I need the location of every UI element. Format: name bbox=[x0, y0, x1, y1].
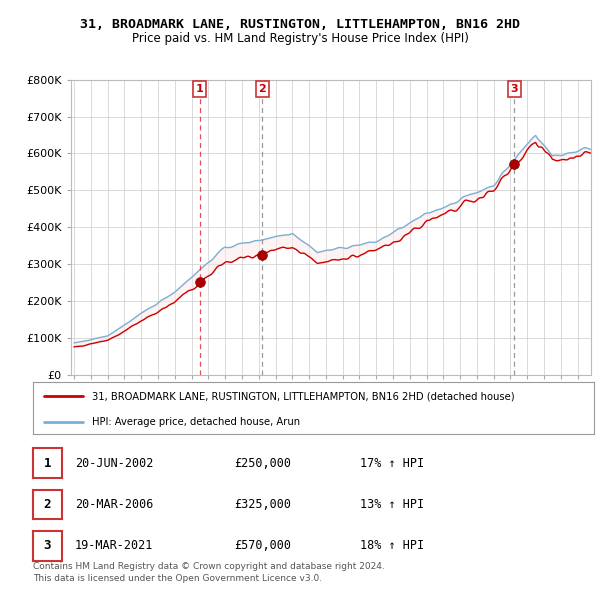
Text: 19-MAR-2021: 19-MAR-2021 bbox=[75, 539, 154, 552]
Text: £325,000: £325,000 bbox=[234, 498, 291, 511]
Text: 3: 3 bbox=[511, 84, 518, 94]
Text: £570,000: £570,000 bbox=[234, 539, 291, 552]
Text: HPI: Average price, detached house, Arun: HPI: Average price, detached house, Arun bbox=[92, 417, 300, 427]
Text: This data is licensed under the Open Government Licence v3.0.: This data is licensed under the Open Gov… bbox=[33, 573, 322, 583]
Text: Price paid vs. HM Land Registry's House Price Index (HPI): Price paid vs. HM Land Registry's House … bbox=[131, 32, 469, 45]
Text: 1: 1 bbox=[196, 84, 203, 94]
Text: 20-MAR-2006: 20-MAR-2006 bbox=[75, 498, 154, 511]
Text: 13% ↑ HPI: 13% ↑ HPI bbox=[360, 498, 424, 511]
Text: 2: 2 bbox=[44, 498, 51, 511]
Text: 1: 1 bbox=[44, 457, 51, 470]
Text: Contains HM Land Registry data © Crown copyright and database right 2024.: Contains HM Land Registry data © Crown c… bbox=[33, 562, 385, 571]
Text: 20-JUN-2002: 20-JUN-2002 bbox=[75, 457, 154, 470]
Text: 2: 2 bbox=[259, 84, 266, 94]
Text: 31, BROADMARK LANE, RUSTINGTON, LITTLEHAMPTON, BN16 2HD (detached house): 31, BROADMARK LANE, RUSTINGTON, LITTLEHA… bbox=[92, 391, 515, 401]
Text: 31, BROADMARK LANE, RUSTINGTON, LITTLEHAMPTON, BN16 2HD: 31, BROADMARK LANE, RUSTINGTON, LITTLEHA… bbox=[80, 18, 520, 31]
Text: 3: 3 bbox=[44, 539, 51, 552]
Text: 18% ↑ HPI: 18% ↑ HPI bbox=[360, 539, 424, 552]
Text: 17% ↑ HPI: 17% ↑ HPI bbox=[360, 457, 424, 470]
Text: £250,000: £250,000 bbox=[234, 457, 291, 470]
